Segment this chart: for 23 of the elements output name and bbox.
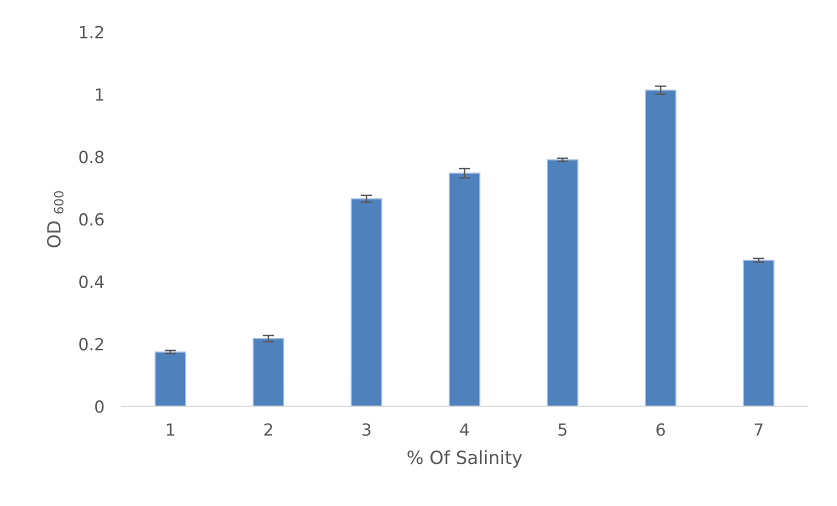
bar <box>546 159 578 406</box>
y-tick-label: 0.2 <box>79 338 104 350</box>
y-tick-label: 1.2 <box>80 26 104 38</box>
y-axis-title: OD $_{600}$ <box>47 191 64 248</box>
x-tick-label: 7 <box>754 424 763 436</box>
y-tick-label: 0.4 <box>79 275 104 288</box>
y-tick-label: 0.6 <box>79 213 104 226</box>
y-tick-label: 0 <box>95 400 104 413</box>
x-tick-label: 1 <box>166 424 174 436</box>
bar <box>742 260 774 406</box>
x-tick-label: 4 <box>460 424 469 436</box>
x-tick-label: 5 <box>558 424 566 436</box>
bar <box>350 198 382 406</box>
bar <box>154 351 186 406</box>
y-tick-label: 1 <box>96 88 104 101</box>
x-tick-label: 2 <box>264 423 272 436</box>
y-tick-label: 0.8 <box>79 150 104 164</box>
x-axis-title: % Of Salinity <box>408 450 522 468</box>
bar <box>252 338 284 406</box>
x-tick-label: 3 <box>362 423 370 436</box>
x-tick-label: 6 <box>656 423 665 436</box>
bar <box>644 90 676 406</box>
bar <box>448 172 480 406</box>
